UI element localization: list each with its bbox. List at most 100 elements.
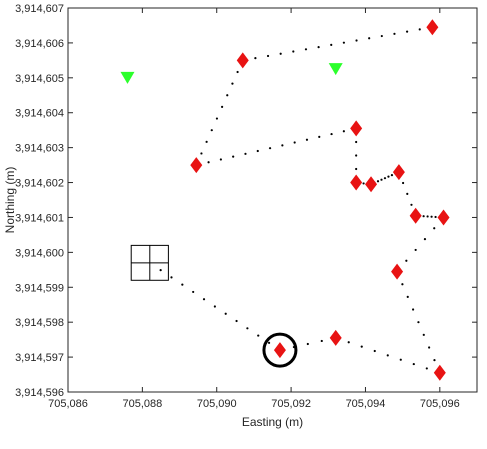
y-tick-label: 3,914,602 [15,178,64,190]
path-dot [376,180,380,183]
path-dot [362,182,365,185]
path-dot [330,43,333,46]
path-dot [231,82,234,85]
diamond-marker [437,209,450,226]
y-tick-label: 3,914,599 [15,282,64,294]
diamond-marker [426,19,439,36]
path-dot [402,181,405,185]
path-dot [220,105,224,109]
path-dot [387,175,390,178]
path-dot [293,141,296,144]
path-dot [422,215,425,218]
path-dot [433,227,436,230]
y-tick-label: 3,914,596 [15,387,64,399]
y-tick-label: 3,914,605 [15,73,64,85]
path-dot [426,215,429,218]
diamond-marker [190,157,203,174]
y-tick-label: 3,914,607 [15,3,64,15]
path-dot [368,37,371,40]
path-dot [406,192,409,195]
diamond-marker [273,342,286,359]
path-dot [355,167,358,171]
x-tick-label: 705,092 [271,398,311,410]
path-dot [428,346,431,349]
plot-frame [67,7,478,393]
x-tick-label: 705,088 [122,398,162,410]
diamond-marker [409,207,422,224]
path-dot [430,215,433,218]
path-dot [219,158,222,161]
diamond-marker [350,174,363,191]
path-dot [320,339,323,343]
diamond-marker [365,176,378,193]
path-dot [347,341,350,344]
path-dot [410,203,413,206]
path-dot [281,144,284,147]
path-dot [380,178,383,181]
path-dot [224,312,227,315]
path-dot [383,177,387,180]
path-dot [355,140,358,144]
path-dot [380,34,383,38]
axes-layer: 705,086 705,088 705,090 705,092 705,094 705,0… [15,3,478,410]
path-dot [373,349,376,353]
diamond-marker [392,164,405,181]
path-dot [390,174,394,177]
path-dot [399,358,402,361]
path-dot [414,248,417,252]
path-dot [342,41,345,44]
path-dot [406,295,409,298]
y-tick-label: 3,914,601 [15,212,64,224]
path-dot [417,321,420,324]
path-dot [422,333,425,336]
y-axis-label: Northing (m) [3,167,17,234]
path-dot [355,39,358,42]
y-tick-label: 3,914,597 [15,352,64,364]
path-dot [318,135,321,138]
path-dot [386,354,389,357]
y-tick-label: 3,914,606 [15,38,64,50]
path-dot [246,327,249,330]
path-dot [306,342,309,346]
path-dot [235,319,238,323]
y-tick-label: 3,914,603 [15,143,64,155]
path-dot [305,138,309,141]
path-dot [267,341,271,344]
path-dot [256,149,259,153]
path-dot [411,308,415,311]
path-dot [423,237,427,241]
x-axis-label: Easting (m) [242,415,303,429]
x-tick-label: 705,096 [420,398,460,410]
x-tick-label: 705,086 [48,398,88,410]
path-dot [205,140,208,143]
path-dot [401,283,404,286]
path-dot [418,28,421,31]
y-tick-label: 3,914,604 [15,108,64,120]
path-dot [330,132,333,136]
path-dot [433,359,436,362]
path-dot [202,298,206,301]
path-dot [257,334,260,337]
triangle-marker [328,63,343,76]
x-tick-label: 705,090 [197,398,237,410]
path-dot [200,152,203,155]
path-dot [342,130,345,133]
path-dot [236,70,239,74]
path-dot [393,32,396,35]
y-tick-label: 3,914,598 [15,317,64,329]
diamond-marker [350,120,363,137]
path-dot [434,215,437,219]
path-dot [412,362,415,366]
diamond-marker [433,364,446,381]
path-dot [405,259,408,262]
path-dot [170,276,173,279]
path-dot [304,48,308,51]
diamond-marker [236,52,249,69]
path-dot [213,305,216,308]
path-dot [210,129,213,132]
path-dot [215,117,219,120]
path-dot [405,30,409,33]
markers-layer [120,19,450,381]
